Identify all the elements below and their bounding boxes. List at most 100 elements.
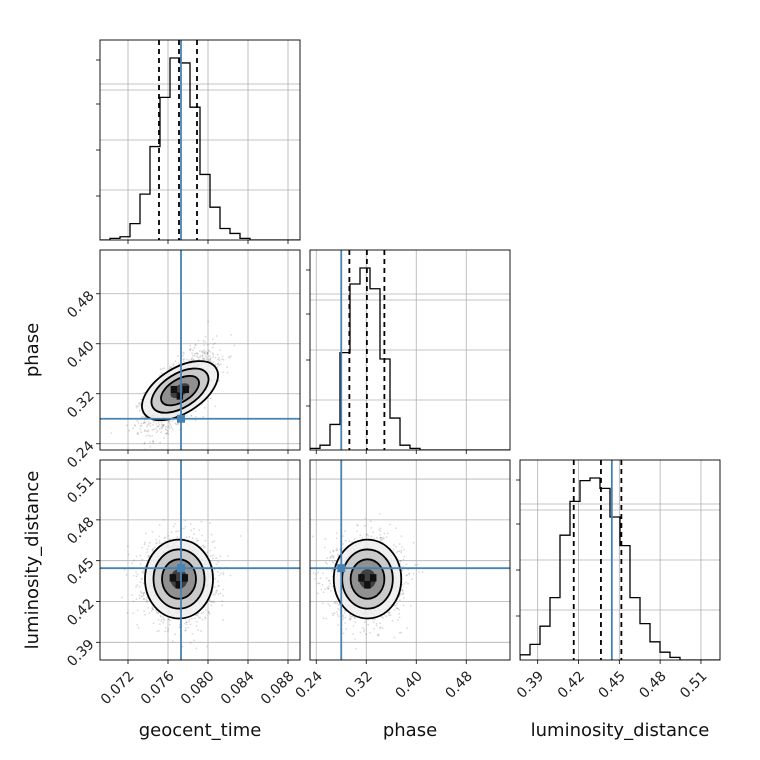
sample-point bbox=[142, 598, 145, 600]
sample-point bbox=[207, 320, 210, 323]
sample-point bbox=[206, 352, 209, 355]
sample-point bbox=[165, 432, 167, 435]
sample-point bbox=[335, 532, 338, 534]
sample-point bbox=[202, 611, 205, 614]
sample-point bbox=[400, 549, 403, 552]
sample-point bbox=[196, 614, 199, 617]
sample-point bbox=[189, 344, 192, 347]
sample-point bbox=[161, 424, 164, 427]
sample-point bbox=[204, 617, 207, 620]
hist-panel-phase bbox=[306, 249, 511, 454]
sample-point bbox=[313, 577, 316, 580]
sample-point bbox=[198, 616, 200, 619]
sample-point bbox=[205, 356, 208, 359]
sample-point bbox=[126, 424, 128, 427]
sample-point bbox=[203, 407, 206, 409]
sample-point bbox=[217, 561, 219, 563]
sample-point bbox=[142, 594, 145, 597]
sample-point bbox=[189, 641, 192, 644]
sample-point bbox=[323, 546, 326, 549]
sample-point bbox=[216, 366, 219, 368]
sample-point bbox=[145, 430, 148, 433]
sample-point bbox=[189, 523, 192, 525]
sample-point bbox=[201, 354, 204, 357]
sample-point bbox=[143, 430, 146, 433]
sample-point bbox=[123, 568, 126, 571]
sample-point bbox=[401, 546, 403, 548]
sample-point bbox=[148, 554, 151, 557]
sample-point bbox=[379, 537, 382, 539]
sample-point bbox=[380, 536, 382, 539]
sample-point bbox=[135, 406, 138, 409]
sample-point bbox=[398, 632, 401, 634]
sample-point bbox=[132, 427, 134, 430]
sample-point bbox=[211, 541, 214, 544]
sample-point bbox=[402, 558, 405, 561]
sample-point bbox=[206, 645, 209, 648]
sample-point bbox=[214, 546, 216, 549]
sample-point bbox=[209, 357, 212, 360]
x-tick-label: 0.088 bbox=[258, 668, 298, 708]
sample-point bbox=[157, 425, 160, 428]
sample-point bbox=[213, 601, 215, 604]
sample-point bbox=[354, 621, 357, 623]
y-tick-label: 0.39 bbox=[64, 637, 97, 670]
sample-point bbox=[139, 424, 142, 427]
sample-point bbox=[142, 592, 145, 595]
panel-phase-vs-luminosity_distance: 0.24 0.32 0.40 0.48 bbox=[293, 459, 511, 702]
sample-point bbox=[203, 352, 206, 355]
sample-point bbox=[142, 582, 145, 585]
sample-point bbox=[170, 426, 173, 429]
sample-point bbox=[164, 626, 167, 629]
sample-point bbox=[405, 581, 408, 584]
panel-frame bbox=[309, 249, 511, 451]
sample-point bbox=[138, 402, 141, 405]
sample-point bbox=[337, 554, 340, 557]
sample-point bbox=[200, 545, 203, 548]
sample-point bbox=[136, 584, 139, 587]
sample-point bbox=[190, 359, 193, 361]
sample-point bbox=[162, 616, 165, 618]
sample-point bbox=[164, 630, 167, 633]
sample-point bbox=[160, 620, 163, 623]
sample-point bbox=[214, 593, 216, 595]
sample-point bbox=[168, 427, 171, 430]
sample-point bbox=[157, 421, 160, 424]
sample-point bbox=[184, 519, 187, 522]
sample-point bbox=[172, 362, 175, 365]
sample-point bbox=[140, 431, 143, 434]
sample-point bbox=[375, 622, 378, 625]
sample-point bbox=[182, 358, 185, 361]
sample-point bbox=[393, 544, 395, 547]
sample-point bbox=[195, 620, 198, 623]
sample-point bbox=[138, 585, 141, 588]
sample-point bbox=[136, 624, 139, 626]
sample-point bbox=[333, 555, 335, 558]
sample-point bbox=[160, 423, 163, 426]
sample-point bbox=[121, 596, 124, 599]
sample-point bbox=[201, 534, 204, 537]
sample-point bbox=[202, 546, 205, 549]
sample-point bbox=[201, 355, 204, 358]
sample-point bbox=[173, 525, 175, 528]
density-cell bbox=[182, 385, 190, 394]
sample-point bbox=[198, 529, 201, 532]
sample-point bbox=[192, 354, 194, 357]
sample-point bbox=[349, 617, 352, 620]
sample-point bbox=[381, 536, 384, 539]
sample-point bbox=[220, 358, 223, 361]
sample-point bbox=[193, 639, 195, 642]
sample-point bbox=[400, 631, 402, 634]
sample-point bbox=[215, 335, 218, 337]
sample-point bbox=[383, 532, 386, 535]
grid bbox=[100, 40, 300, 240]
sample-point bbox=[190, 415, 193, 417]
sample-point bbox=[208, 611, 211, 613]
sample-point bbox=[138, 594, 141, 597]
sample-point bbox=[184, 629, 187, 632]
sample-point bbox=[142, 572, 145, 574]
sample-point bbox=[154, 609, 157, 612]
sample-point bbox=[389, 523, 391, 526]
sample-point bbox=[197, 339, 200, 342]
sample-point bbox=[213, 540, 216, 542]
